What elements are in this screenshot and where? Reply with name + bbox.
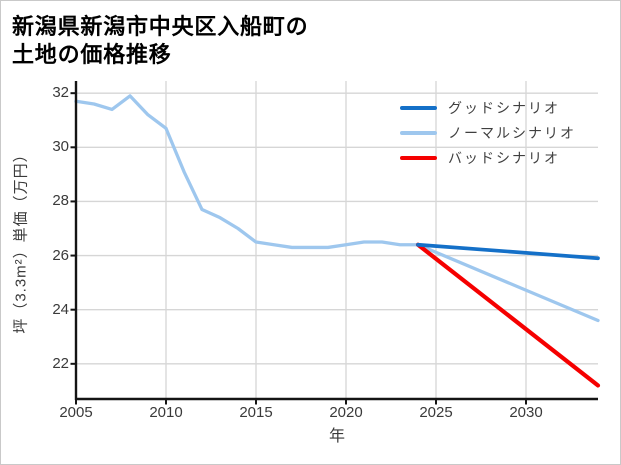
x-tick-label-2030: 2030 [509,404,543,421]
series-line-price-history [74,94,420,250]
normal-scenario-line-swatch-icon [400,130,437,135]
legend-item-good-scenario: グッドシナリオ [400,95,576,120]
y-tick-label-28: 28 [52,192,69,210]
legend-item-bad-scenario: バッドシナリオ [400,145,576,170]
legend-item-normal-scenario: ノーマルシナリオ [400,120,576,145]
chart-title-line2: 土地の価格推移 [12,42,172,67]
legend-label-bad-scenario: バッドシナリオ [448,149,560,166]
bad-scenario-line-swatch-icon [400,155,437,160]
x-axis-label: 年 [328,428,345,445]
x-tick-label-2015: 2015 [239,404,273,421]
y-axis-label: 坪（3.3m²）単価（万円） [12,146,30,334]
x-tick-label-2010: 2010 [149,404,183,421]
series-line-normal-scenario [416,243,600,323]
y-tick-label-26: 26 [52,246,69,264]
legend-label-good-scenario: グッドシナリオ [448,99,560,116]
x-tick-label-2020: 2020 [329,404,363,421]
x-tick-label-2005: 2005 [59,404,93,421]
chart-title: 新潟県新潟市中央区入船町の 土地の価格推移 [12,13,308,69]
y-tick-label-24: 24 [52,300,69,318]
series-line-bad-scenario [415,242,601,388]
chart-title-line1: 新潟県新潟市中央区入船町の [12,14,309,39]
legend: グッドシナリオ ノーマルシナリオ バッドシナリオ [400,95,576,170]
series-line-good-scenario [416,242,600,261]
x-tick-label-2025: 2025 [419,404,453,421]
good-scenario-line-swatch-icon [400,105,437,110]
y-tick-label-22: 22 [52,354,69,372]
y-tick-label-32: 32 [52,84,69,102]
legend-label-normal-scenario: ノーマルシナリオ [448,124,576,141]
y-tick-label-30: 30 [52,138,69,156]
